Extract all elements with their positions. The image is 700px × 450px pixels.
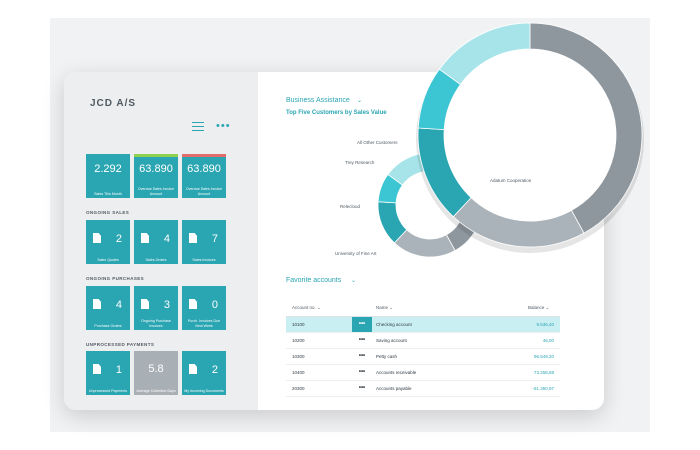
tile-my-incoming-documents[interactable]: 2 My Incoming Documents	[182, 351, 226, 395]
zoomed-donut-background	[418, 23, 642, 247]
cell-name[interactable]: Petty cash	[376, 354, 398, 359]
section-ongoing-purchases: ONGOING PURCHASES	[86, 276, 145, 281]
tile-caption: Ongoing Purchase Invoices	[141, 319, 171, 328]
row-actions-button[interactable]: •••	[358, 385, 366, 391]
tile-value: 63.890	[139, 163, 173, 175]
cell-name[interactable]: Checking account	[376, 322, 412, 327]
chevron-down-icon[interactable]: ⌄	[357, 98, 363, 104]
cell-balance[interactable]: 9.636,40	[536, 322, 554, 327]
tile-value: 2.292	[94, 163, 122, 175]
tile-value: 4	[115, 299, 122, 311]
favorite-accounts-title[interactable]: Favorite accounts	[286, 277, 342, 284]
tile-value: 5.8	[148, 363, 164, 375]
tile-average-collection-days[interactable]: 5.8 Average Collection Days	[134, 351, 178, 395]
tile-caption: Purch. Invoices Due Next Week	[187, 319, 221, 328]
row-actions-button[interactable]: •••	[358, 353, 366, 359]
table-row[interactable]: 10200 ••• Saving account 46,00	[286, 333, 560, 349]
pie-label-relecloud: Relecloud	[340, 204, 361, 209]
tile-value: 0	[211, 299, 218, 311]
tile-sales-invoices[interactable]: 7 Sales Invoices	[182, 220, 226, 264]
tile-purchase-orders[interactable]: 4 Purchase Orders	[86, 286, 130, 330]
tile-caption: Sales This Month	[94, 191, 122, 196]
tile-value: 3	[163, 299, 170, 311]
tile-caption: Average Collection Days	[136, 388, 176, 393]
cell-balance[interactable]: -51.350,97	[532, 386, 554, 391]
tile-caption: Sales Orders	[145, 257, 167, 262]
tile-purch-invoices-due[interactable]: 0 Purch. Invoices Due Next Week	[182, 286, 226, 330]
zoomed-donut-slice-4[interactable]	[438, 22, 531, 86]
tile-indicator-bar	[182, 154, 226, 157]
tile-caption: My Incoming Documents	[184, 388, 224, 393]
tile-overdue-sales-2[interactable]: 63.890 Overdue Sales Invoice Amount	[182, 154, 226, 198]
company-name: JCD A/S	[90, 98, 137, 109]
small-donut-slice-1[interactable]	[393, 229, 456, 258]
chart-title: Top Five Customers by Sales Value	[286, 110, 387, 116]
cell-account-no: 10200	[292, 338, 305, 343]
hamburger-menu-icon[interactable]	[192, 122, 204, 131]
pie-label-all-other: All Other Customers	[357, 140, 398, 145]
tile-value: 2	[211, 364, 218, 376]
cell-name[interactable]: Accounts payable	[376, 386, 412, 391]
tile-sales-orders[interactable]: 4 Sales Orders	[134, 220, 178, 264]
cell-name[interactable]: Saving account	[376, 338, 407, 343]
cell-balance[interactable]: 46,00	[542, 338, 554, 343]
tile-caption: Sales Invoices	[192, 257, 216, 262]
tile-overdue-sales-1[interactable]: 63.890 Overdue Sales Invoice Amount	[134, 154, 178, 198]
header-divider	[286, 316, 560, 317]
tile-sales-quotes[interactable]: 2 Sales Quotes	[86, 220, 130, 264]
tile-caption: Purchase Orders	[94, 323, 122, 328]
pie-label-adatum: Adatum Cooperation	[490, 178, 532, 183]
cell-balance[interactable]: 73.258,68	[533, 370, 554, 375]
table-row[interactable]: 10400 ••• Accounts receivable 73.258,68	[286, 365, 560, 381]
tile-caption: Overdue Sales Invoice Amount	[185, 187, 223, 196]
tile-ongoing-purchase-invoices[interactable]: 3 Ongoing Purchase Invoices	[134, 286, 178, 330]
row-actions-button[interactable]: •••	[358, 369, 366, 375]
cell-account-no: 10300	[292, 354, 305, 359]
tile-caption: Unprocessed Payments	[88, 388, 128, 393]
business-assistance-title[interactable]: Business Assistance	[286, 97, 350, 104]
tile-caption: Sales Quotes	[97, 257, 119, 262]
document-icon	[93, 364, 101, 374]
document-icon	[93, 299, 101, 309]
section-ongoing-sales: ONGOING SALES	[86, 210, 130, 215]
tile-value: 2	[115, 233, 122, 245]
document-icon	[189, 364, 197, 374]
navigation-pane: JCD A/S ••• 2.292 Sales This Month 63.89…	[64, 72, 258, 410]
cell-account-no: 10400	[292, 370, 305, 375]
tile-value: 7	[211, 233, 218, 245]
table-row[interactable]: 10300 ••• Petty cash 96.549,20	[286, 349, 560, 365]
zoomed-donut-chart	[416, 22, 644, 253]
cell-account-no: 10100	[292, 322, 305, 327]
document-icon	[189, 299, 197, 309]
document-icon	[93, 233, 101, 243]
document-icon	[141, 233, 149, 243]
cell-account-no: 20300	[292, 386, 305, 391]
tile-caption: Overdue Sales Invoice Amount	[137, 187, 175, 196]
cell-name[interactable]: Accounts receivable	[376, 370, 417, 375]
pie-label-university: University of Fine Art	[335, 251, 377, 256]
table-row[interactable]: 10100 ••• Checking account 9.636,40	[286, 317, 560, 333]
section-unprocessed-payments: UNPROCESSED PAYMENTS	[86, 342, 155, 347]
tile-indicator-bar	[134, 154, 178, 157]
row-actions-button[interactable]: •••	[352, 317, 372, 332]
tile-sales-this-month[interactable]: 2.292 Sales This Month	[86, 154, 130, 198]
tile-value: 4	[163, 233, 170, 245]
tile-value: 63.890	[187, 163, 221, 175]
cell-balance[interactable]: 96.549,20	[533, 354, 554, 359]
column-header-account-no[interactable]: Account no. ⌄	[292, 305, 321, 310]
column-header-balance[interactable]: Balance ⌄	[528, 305, 550, 310]
more-options-icon[interactable]: •••	[216, 120, 231, 132]
column-header-name[interactable]: Name ⌄	[376, 305, 394, 310]
row-actions-button[interactable]: •••	[358, 337, 366, 343]
tile-unprocessed-payments[interactable]: 1 Unprocessed Payments	[86, 351, 130, 395]
chevron-down-icon[interactable]: ⌄	[351, 278, 357, 284]
document-icon	[189, 233, 197, 243]
pie-label-trey: Trey Research	[345, 160, 375, 165]
table-row[interactable]: 20300 ••• Accounts payable -51.350,97	[286, 381, 560, 397]
tile-value: 1	[115, 364, 122, 376]
document-icon	[141, 299, 149, 309]
